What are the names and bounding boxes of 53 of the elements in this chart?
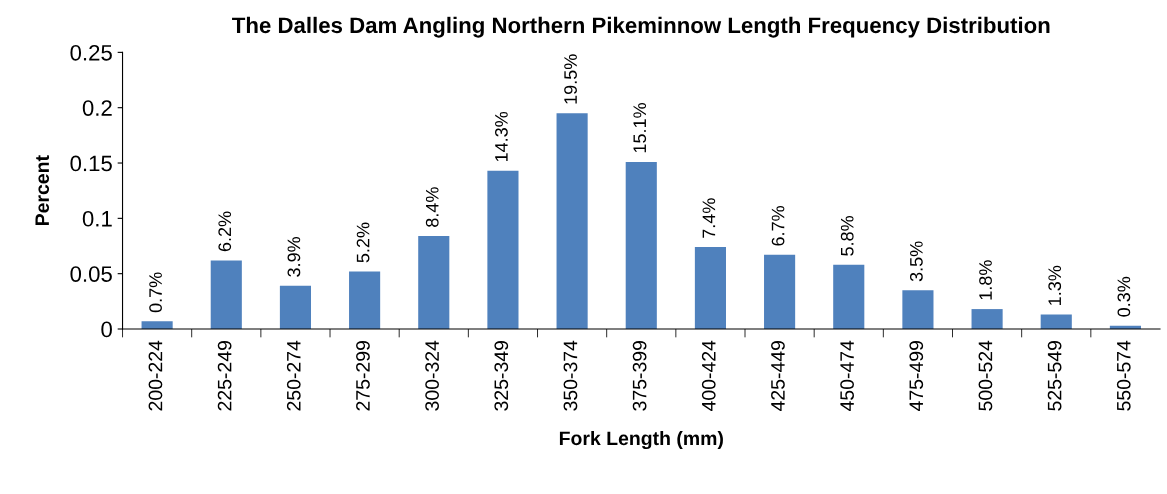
x-tick-label: 275-299 xyxy=(356,341,370,411)
data-label: 7.4% xyxy=(702,198,716,238)
bar xyxy=(349,271,381,329)
data-label: 5.2% xyxy=(356,222,370,263)
x-tick-label: 425-449 xyxy=(771,341,785,412)
x-tick-label: 350-374 xyxy=(563,340,578,411)
x-tick-label: 250-274 xyxy=(286,340,301,411)
y-tick-label: 0.1 xyxy=(82,210,112,227)
data-label: 1.8% xyxy=(979,260,992,300)
data-label: 3.5% xyxy=(909,241,923,282)
bar xyxy=(764,254,796,329)
x-tick-label: 325-349 xyxy=(494,341,509,411)
bar xyxy=(487,170,519,329)
x-tick-label: 525-549 xyxy=(1047,341,1062,411)
bar xyxy=(625,161,657,329)
data-label: 0.3% xyxy=(1117,276,1131,317)
data-label: 6.2% xyxy=(218,211,232,252)
x-tick-label: 475-499 xyxy=(909,341,924,412)
bar xyxy=(902,290,934,329)
y-tick-label: 0.05 xyxy=(70,266,112,282)
x-tick-label: 400-424 xyxy=(701,340,716,412)
data-label: 8.4% xyxy=(425,187,439,227)
x-tick-label: 225-249 xyxy=(217,341,232,411)
bar xyxy=(833,264,865,329)
data-label: 19.5% xyxy=(564,54,577,104)
x-tick-label: 500-524 xyxy=(978,340,993,411)
y-axis-title: Percent xyxy=(35,155,50,226)
data-label: 3.9% xyxy=(287,237,301,277)
data-label: 14.3% xyxy=(495,111,508,162)
data-label: 6.7% xyxy=(771,206,785,246)
x-tick-label: 450-474 xyxy=(840,340,854,412)
bar xyxy=(279,285,312,329)
data-label: 0.7% xyxy=(149,272,162,313)
data-label: 1.3% xyxy=(1048,265,1062,305)
data-label: 15.1% xyxy=(633,103,647,153)
bar xyxy=(418,236,450,329)
bar xyxy=(141,321,173,329)
x-tick-label: 200-224 xyxy=(148,340,163,411)
bar xyxy=(210,260,242,329)
x-axis-title: Fork Length (mm) xyxy=(559,430,723,450)
x-tick-label: 375-399 xyxy=(632,341,647,411)
bar xyxy=(694,247,726,329)
bar xyxy=(971,309,1003,329)
y-tick-label: 0.2 xyxy=(82,100,112,116)
x-tick-label: 550-574 xyxy=(1116,340,1131,411)
y-tick-label: 0.15 xyxy=(70,155,112,172)
data-label: 5.8% xyxy=(840,215,854,256)
x-tick-label: 300-324 xyxy=(425,340,439,411)
bar xyxy=(556,113,588,329)
bar xyxy=(1040,314,1072,329)
y-tick-label: 0 xyxy=(101,321,112,338)
chart-title: The Dalles Dam Angling Northern Pikeminnow Length Frequency Distribution xyxy=(232,16,1050,38)
y-tick-label: 0.25 xyxy=(70,44,112,61)
